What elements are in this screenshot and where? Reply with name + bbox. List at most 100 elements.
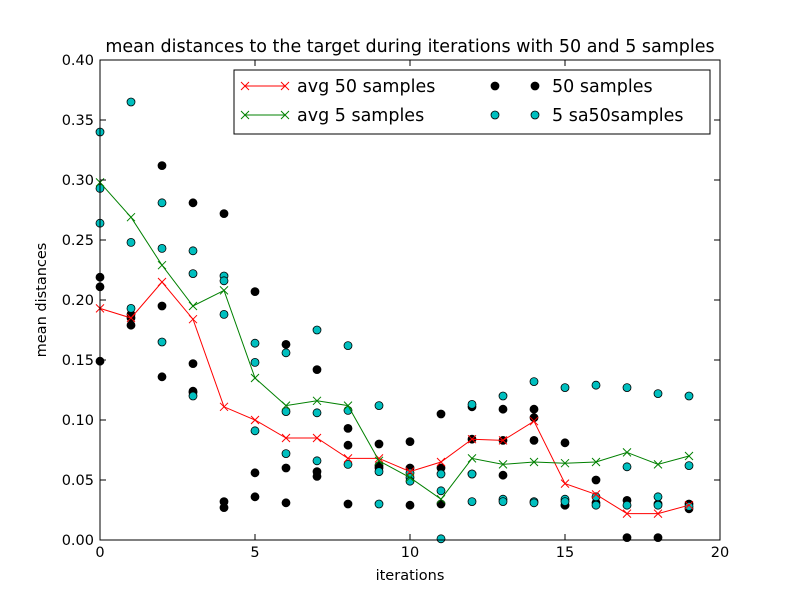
data-point-5-sa50samples	[250, 338, 260, 348]
data-point-50-samples	[436, 499, 446, 509]
x-tick-label: 0	[95, 545, 104, 561]
data-marker-avg-50-samples	[157, 277, 167, 287]
y-axis-label: mean distances	[34, 243, 50, 358]
legend-marker-avg-5	[240, 110, 290, 120]
data-point-50-samples	[343, 423, 353, 433]
data-point-5-sa50samples	[467, 399, 477, 409]
legend-label-avg-5: avg 5 samples	[297, 106, 424, 126]
data-point-5-sa50samples	[653, 389, 663, 399]
y-tick-label: 0.15	[62, 353, 94, 369]
data-point-5-sa50samples	[219, 309, 229, 319]
data-marker-avg-5-samples	[560, 458, 570, 468]
series-avg-5-samples	[95, 178, 694, 504]
data-point-5-sa50samples	[498, 497, 508, 507]
data-point-5-sa50samples	[653, 492, 663, 502]
y-tick-label: 0.25	[62, 233, 94, 249]
data-marker-avg-5-samples	[684, 451, 694, 461]
data-marker-avg-5-samples	[157, 260, 167, 270]
data-point-50-samples	[529, 435, 539, 445]
data-point-5-sa50samples	[126, 97, 136, 107]
data-marker-avg-5-samples	[591, 457, 601, 467]
data-point-5-sa50samples	[622, 462, 632, 472]
data-point-5-sa50samples	[436, 534, 446, 544]
legend-marker-5-samples	[490, 110, 540, 120]
data-point-5-sa50samples	[622, 383, 632, 393]
y-tick-label: 0.30	[62, 173, 94, 189]
data-point-5-sa50samples	[157, 198, 167, 208]
legend-frame	[233, 69, 711, 135]
legend-marker-50-samples	[490, 81, 540, 91]
data-marker-avg-5-samples	[126, 212, 136, 222]
data-point-5-sa50samples	[281, 407, 291, 417]
data-marker-avg-50-samples	[560, 479, 570, 488]
data-point-50-samples	[405, 437, 415, 447]
data-point-50-samples	[157, 161, 167, 171]
data-point-5-sa50samples	[653, 500, 663, 510]
data-marker-avg-50-samples	[188, 314, 198, 324]
data-point-5-sa50samples	[436, 469, 446, 479]
data-point-50-samples	[436, 409, 446, 419]
data-marker-avg-5-samples	[312, 396, 322, 406]
data-marker-avg-5-samples	[622, 448, 632, 457]
data-point-5-sa50samples	[312, 325, 322, 335]
legend-label-avg-50: avg 50 samples	[297, 77, 435, 97]
series-layer	[95, 97, 694, 544]
chart-title: mean distances to the target during iter…	[105, 37, 714, 57]
legend-label-5-samples: 5 sa50samples	[552, 106, 684, 126]
data-point-5-sa50samples	[343, 459, 353, 469]
data-point-5-sa50samples	[560, 497, 570, 507]
data-point-50-samples	[219, 503, 229, 513]
data-marker-avg-50-samples	[281, 433, 291, 443]
legend-marker-avg-50	[240, 81, 290, 91]
data-marker-avg-50-samples	[126, 313, 136, 323]
data-point-50-samples	[250, 492, 260, 502]
data-point-5-sa50samples	[591, 500, 601, 510]
data-point-5-sa50samples	[405, 476, 415, 486]
data-point-5-sa50samples	[467, 469, 477, 479]
data-marker-avg-5-samples	[374, 456, 384, 466]
data-point-5-sa50samples	[343, 341, 353, 351]
data-marker-avg-5-samples	[281, 401, 291, 410]
data-point-5-sa50samples	[188, 246, 198, 256]
data-marker-avg-5-samples	[653, 460, 663, 469]
data-point-50-samples	[343, 499, 353, 509]
series-line-avg-5-samples	[99, 182, 690, 500]
series-5-sa50samples	[95, 97, 694, 544]
data-point-50-samples	[157, 372, 167, 382]
data-point-50-samples	[343, 440, 353, 450]
legend: avg 50 samples avg 5 samples 50 samples …	[233, 69, 711, 135]
data-point-5-sa50samples	[591, 380, 601, 390]
data-marker-avg-50-samples	[591, 490, 601, 499]
data-marker-avg-5-samples	[188, 301, 198, 311]
data-point-50-samples	[405, 500, 415, 510]
y-tick-label: 0.35	[62, 113, 94, 129]
data-point-5-sa50samples	[560, 383, 570, 393]
data-point-5-sa50samples	[281, 449, 291, 459]
data-point-50-samples	[250, 287, 260, 297]
data-point-5-sa50samples	[374, 401, 384, 411]
data-marker-avg-5-samples	[467, 454, 477, 463]
x-tick-label: 20	[711, 545, 729, 561]
data-point-5-sa50samples	[498, 391, 508, 401]
data-point-5-sa50samples	[188, 269, 198, 279]
data-marker-avg-5-samples	[250, 373, 260, 383]
data-point-5-sa50samples	[250, 426, 260, 436]
data-point-5-sa50samples	[312, 408, 322, 418]
data-point-50-samples	[529, 413, 539, 423]
data-point-5-sa50samples	[281, 348, 291, 358]
data-marker-avg-5-samples	[219, 286, 229, 295]
y-axis-ticks: 0.00 0.05 0.10 0.15 0.20 0.25 0.30 0.35 0.40	[62, 53, 720, 549]
y-tick-label: 0.10	[62, 413, 94, 429]
data-marker-avg-5-samples	[436, 494, 446, 504]
data-point-5-sa50samples	[684, 391, 694, 401]
x-tick-label: 5	[250, 545, 259, 561]
data-point-5-sa50samples	[622, 500, 632, 510]
data-point-50-samples	[312, 365, 322, 375]
data-point-5-sa50samples	[529, 377, 539, 387]
data-point-50-samples	[281, 498, 291, 508]
y-tick-label: 0.00	[62, 533, 94, 549]
data-point-50-samples	[188, 359, 198, 369]
x-tick-label: 15	[556, 545, 574, 561]
